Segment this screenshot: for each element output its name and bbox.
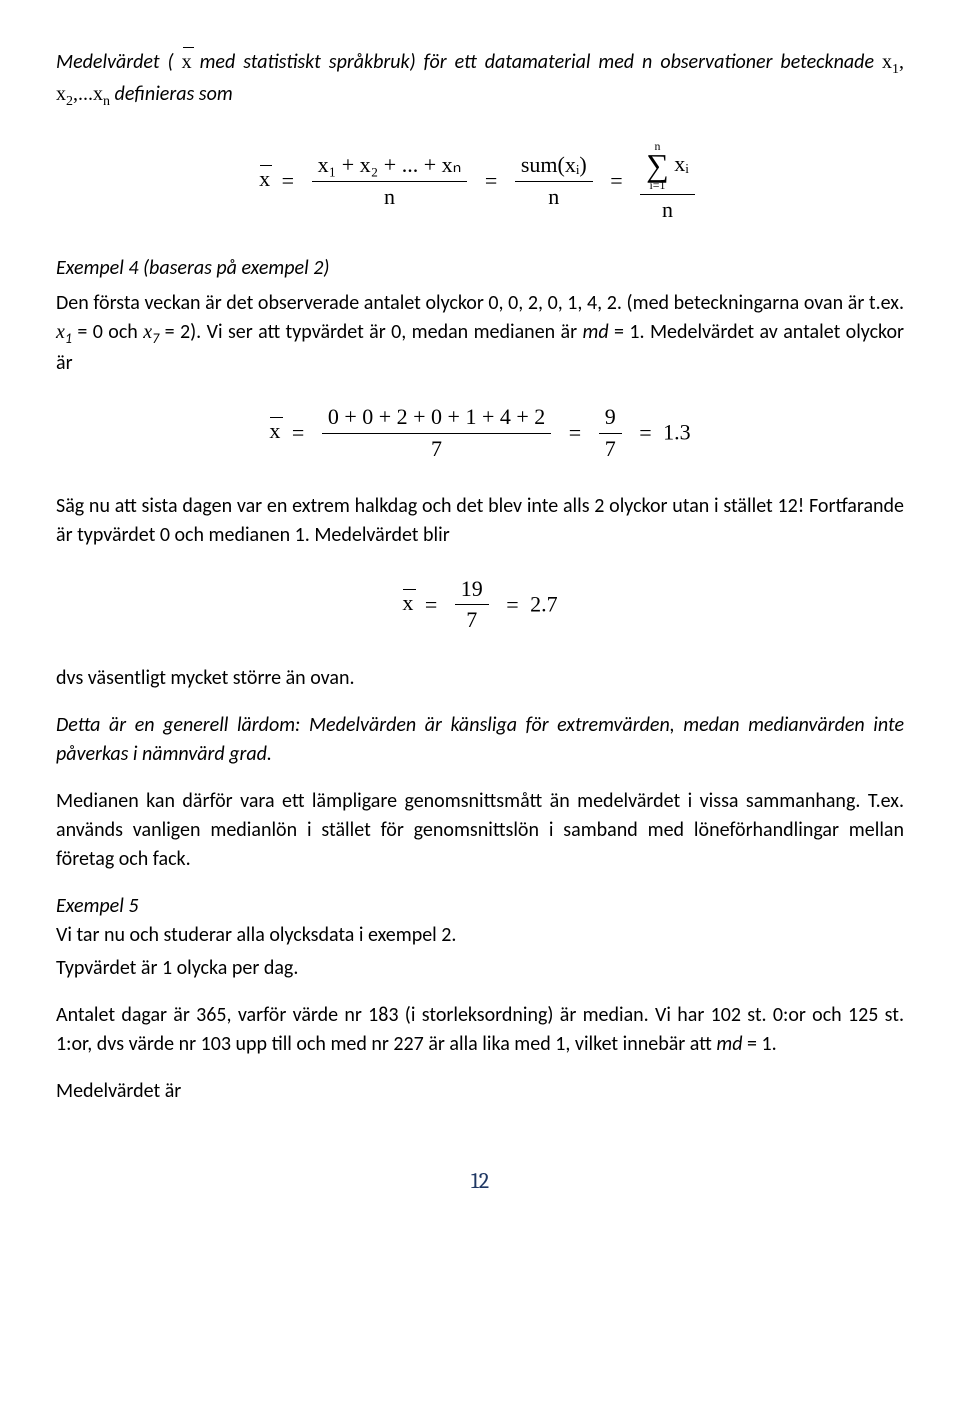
eq1-den1: n — [312, 182, 468, 210]
eq2-frac1: 0 + 0 + 2 + 0 + 1 + 4 + 2 7 — [322, 404, 551, 462]
eq2-xbar: x — [269, 418, 280, 444]
eq3-num: 19 — [455, 576, 489, 605]
ex4-body: Den första veckan är det observerade ant… — [56, 289, 904, 378]
eq2-val: 1.3 — [663, 420, 691, 445]
ex5-l3a: Antalet dagar är 365, varför värde nr 18… — [56, 1003, 904, 1056]
ex4-mid: = 0 och — [77, 320, 143, 344]
eq2-num: 0 + 0 + 2 + 0 + 1 + 4 + 2 — [322, 404, 551, 433]
eq1-frac3: n ∑ i=1 xᵢ n — [640, 139, 695, 224]
eq2-num2: 9 — [599, 404, 622, 433]
sum-right: xᵢ — [674, 151, 689, 176]
eq1-num2: sum(xᵢ) — [515, 152, 593, 181]
sum-symbol: n ∑ i=1 — [646, 139, 669, 193]
ex4-x1: x — [56, 321, 65, 343]
eq1-eq1: = — [276, 168, 300, 193]
eq3-xbar: x — [402, 590, 413, 616]
open-paren: ( — [168, 50, 174, 74]
intro-defs-rest: definieras som — [115, 82, 233, 106]
eq2-frac2: 9 7 — [599, 404, 622, 462]
eq3-val: 2.7 — [530, 592, 558, 617]
ex5-md: md — [716, 1032, 742, 1056]
eq1-den3: n — [640, 195, 695, 223]
ex4-md: md — [583, 320, 609, 344]
ex5-l4: Medelvärdet är — [56, 1077, 904, 1106]
p-median-use: Medianen kan därför vara ett lämpligare … — [56, 787, 904, 874]
eq3-eq2: = — [500, 592, 524, 617]
eq1-eq2: = — [479, 168, 503, 193]
ex4-title: Exempel 4 (baseras på exempel 2) — [56, 254, 904, 283]
eq3-den: 7 — [455, 605, 489, 633]
eq1-xbar: x — [259, 166, 270, 192]
intro-paragraph: Medelvärdet ( x med statistiskt språkbru… — [56, 48, 904, 113]
ex4-sub2: 7 — [152, 330, 159, 347]
ex4-title-text: Exempel 4 (baseras på exempel 2) — [56, 256, 329, 280]
ex4-sub1: 1 — [65, 330, 72, 347]
eq1-frac2: sum(xᵢ) n — [515, 152, 593, 210]
equation-example4-mean2: x = 19 7 = 2.7 — [56, 576, 904, 634]
eq1-den2: n — [515, 182, 593, 210]
equation-example4-mean: x = 0 + 0 + 2 + 0 + 1 + 4 + 2 7 = 9 7 = … — [56, 404, 904, 462]
eq2-eq1: = — [286, 420, 310, 445]
eq2-eq2: = — [563, 420, 587, 445]
intro-text-3: observationer betecknade — [660, 50, 874, 74]
eq3-eq1: = — [419, 592, 443, 617]
ex5-title-block: Exempel 5 Vi tar nu och studerar alla ol… — [56, 892, 904, 950]
eq1-frac1: x₁ + x₂ + ... + xₙ n — [312, 152, 468, 210]
sum-bot: i=1 — [646, 178, 669, 192]
ex4-x7: x — [143, 321, 152, 343]
ex4-end: = 2). Vi ser att typvärdet är 0, medan m… — [165, 320, 583, 344]
ex5-l2: Typvärdet är 1 olycka per dag. — [56, 954, 904, 983]
intro-n: n — [642, 50, 652, 74]
ex5-title: Exempel 5 — [56, 894, 138, 918]
intro-text-1: Medelvärdet — [56, 50, 160, 74]
sum-sigma: ∑ — [646, 153, 669, 178]
p-after-eq2: Säg nu att sista dagen var en extrem hal… — [56, 492, 904, 550]
eq2-den2: 7 — [599, 434, 622, 462]
eq1-eq3: = — [604, 168, 628, 193]
eq1-num3: n ∑ i=1 xᵢ — [640, 139, 695, 196]
p-dvs: dvs väsentligt mycket större än ovan. — [56, 664, 904, 693]
eq3-frac: 19 7 — [455, 576, 489, 634]
xbar-symbol: x — [182, 48, 192, 77]
eq1-num1: x₁ + x₂ + ... + xₙ — [312, 152, 468, 181]
p-italic-lardom: Detta är en generell lärdom: Medelvärden… — [56, 711, 904, 769]
ex5-l3b: = 1. — [747, 1032, 777, 1056]
eq2-den: 7 — [322, 434, 551, 462]
page-number: 12 — [56, 1166, 904, 1198]
intro-text-2: med statistiskt språkbruk) för ett datam… — [200, 50, 642, 74]
equation-mean-definition: x = x₁ + x₂ + ... + xₙ n = sum(xᵢ) n = n… — [56, 139, 904, 224]
ex5-l3: Antalet dagar är 365, varför värde nr 18… — [56, 1001, 904, 1059]
eq2-eq3: = — [633, 420, 657, 445]
ex4-l1a: Den första veckan är det observerade ant… — [56, 291, 904, 315]
ex5-l1: Vi tar nu och studerar alla olycksdata i… — [56, 923, 456, 947]
